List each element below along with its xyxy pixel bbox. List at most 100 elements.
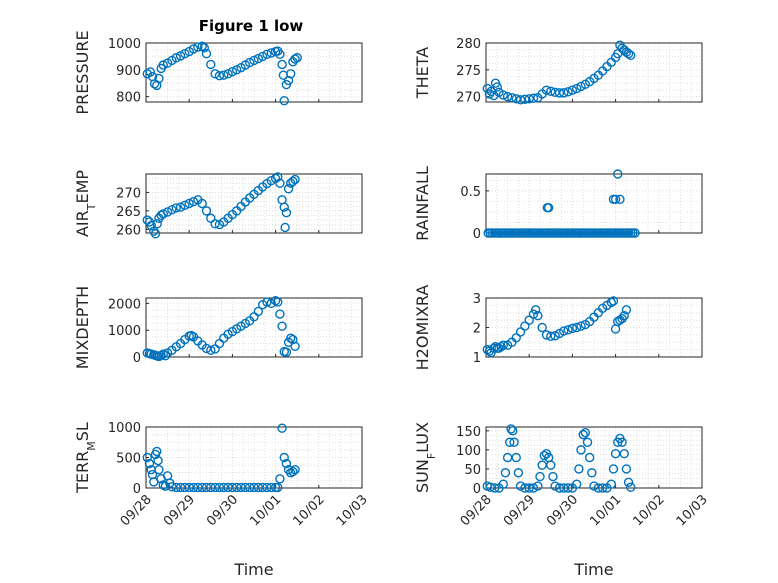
data-point (171, 203, 181, 213)
x-tick-label: 10/01 (587, 492, 624, 529)
data-point (219, 70, 229, 80)
data-point (610, 194, 621, 204)
y-tick-label: 3 (473, 292, 481, 307)
data-point (158, 349, 168, 359)
data-point (528, 93, 539, 103)
data-point (511, 452, 521, 463)
data-point (597, 483, 608, 493)
data-point (524, 94, 534, 104)
data-point (535, 471, 545, 482)
data-point (249, 55, 259, 66)
data-point (608, 296, 619, 306)
data-point (171, 53, 181, 63)
data-point (188, 196, 199, 207)
data-point (273, 482, 283, 493)
y-axis-label: SUNFLUX (413, 422, 438, 493)
data-point (550, 481, 560, 491)
data-point (576, 81, 586, 92)
data-point (541, 85, 552, 95)
data-point (142, 452, 152, 463)
data-point (572, 322, 582, 333)
data-point (559, 88, 569, 98)
axes-frame (145, 297, 363, 358)
data-point (275, 309, 285, 319)
data-point (154, 73, 164, 84)
data-point (201, 49, 212, 59)
data-point (279, 202, 289, 212)
data-point (286, 333, 296, 343)
y-tick-label: 265 (116, 205, 141, 220)
data-point (563, 325, 573, 335)
data-point (496, 341, 506, 352)
y-tick-label: 1 (473, 351, 481, 366)
data-point (210, 219, 220, 229)
subplot-6: 0 500 1000 09/28 09/29 09/30 10/01 10/02 10/03 TE… (73, 421, 371, 579)
data-point (502, 91, 513, 102)
data-point (279, 95, 289, 106)
data-point (292, 53, 302, 63)
data-point (160, 350, 171, 361)
subplot-2: 260 265 270 AIRTEMP (73, 170, 363, 239)
data-point (288, 334, 298, 345)
data-point (175, 202, 186, 212)
x-tick-label: 09/30 (204, 492, 241, 529)
data-point (537, 322, 547, 333)
data-point (546, 331, 556, 342)
data-point (608, 464, 619, 474)
data-point (567, 323, 578, 334)
data-point (266, 48, 276, 58)
subplot-4: 0 1000 2000 MIXDEPTH (73, 286, 363, 369)
data-point (515, 95, 526, 105)
data-point (485, 482, 496, 492)
data-point (507, 93, 517, 103)
data-point (146, 220, 156, 231)
data-point (498, 479, 508, 489)
data-point (626, 50, 636, 61)
x-tick-label: 09/28 (458, 492, 495, 529)
data-point (281, 208, 292, 218)
data-point (199, 43, 210, 53)
data-point (184, 198, 194, 209)
y-tick-label: 0 (133, 482, 141, 497)
data-point (270, 295, 281, 306)
data-point (533, 311, 543, 321)
x-tick-label: 09/29 (161, 492, 198, 529)
data-point (206, 59, 216, 70)
data-point (288, 466, 298, 477)
data-point (533, 481, 543, 491)
data-point (520, 94, 530, 105)
data-point (186, 330, 197, 341)
x-tick-label: 10/01 (247, 492, 284, 529)
data-point (563, 87, 573, 97)
y-tick-label: 0 (473, 227, 481, 242)
data-point (158, 60, 168, 70)
x-tick-label: 09/29 (501, 492, 538, 529)
y-tick-label: 150 (456, 425, 481, 440)
data-point (606, 479, 616, 489)
data-point (567, 85, 578, 95)
data-point (528, 483, 539, 493)
axes-background (485, 173, 703, 234)
data-point (554, 88, 565, 98)
y-axis-label: RAINFALL (413, 166, 432, 241)
x-tick-label: 10/03 (334, 492, 371, 529)
y-tick-label: 500 (116, 452, 141, 467)
y-tick-label: 100 (456, 444, 481, 459)
data-point (201, 206, 212, 216)
data-point (210, 69, 220, 79)
data-point (500, 468, 511, 478)
y-tick-label: 1000 (108, 324, 141, 339)
data-point (145, 67, 156, 77)
data-point (539, 450, 550, 461)
data-point (283, 184, 294, 194)
data-point (156, 350, 166, 361)
data-point (227, 66, 238, 77)
data-point (511, 333, 521, 343)
data-point (615, 194, 625, 204)
data-point (580, 428, 591, 438)
data-point (273, 172, 283, 182)
subplot-0: 800 900 1000 PRESSURE (73, 30, 363, 115)
data-point (154, 465, 164, 475)
y-tick-label: 800 (116, 91, 141, 106)
